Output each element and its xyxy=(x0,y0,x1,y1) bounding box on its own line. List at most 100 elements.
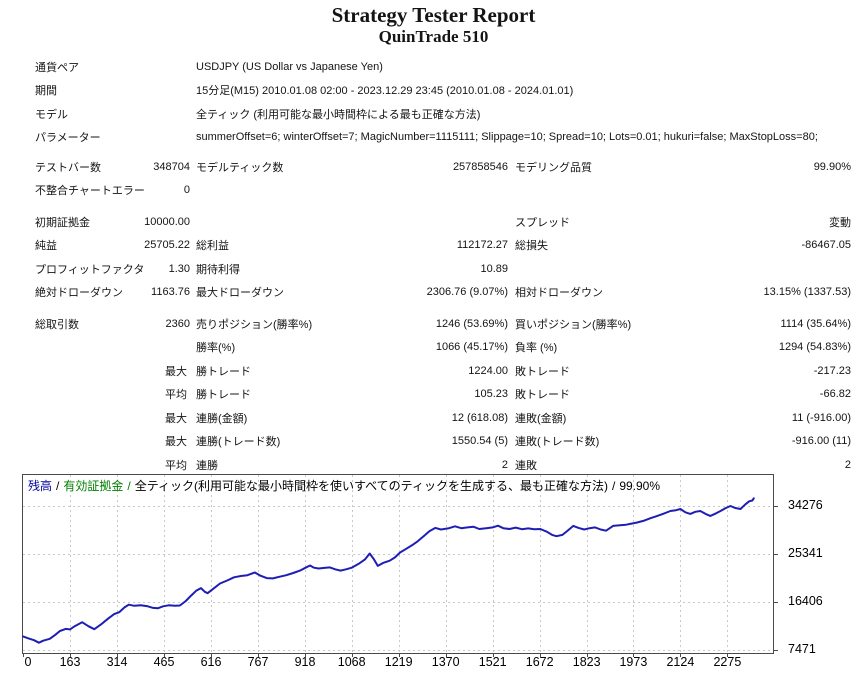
balance-curve xyxy=(22,497,755,644)
legend-separator: / xyxy=(56,479,60,493)
row-label: パラメーター xyxy=(35,132,101,145)
row-label: 不整合チャートエラー xyxy=(35,185,145,198)
row-label: 絶対ドローダウン xyxy=(35,287,123,300)
row-value: 2306.76 (9.07%) xyxy=(426,286,508,299)
row-value: 11 (-916.00) xyxy=(791,411,851,424)
row-value: 25705.22 xyxy=(144,239,190,252)
table-row: 絶対ドローダウン 1163.76 最大ドローダウン 2306.76 (9.07%) 相対… xyxy=(0,281,867,305)
row-spacer xyxy=(0,202,867,210)
x-axis-tick-label: 2124 xyxy=(666,655,695,669)
legend-quality-value: 99.90% xyxy=(619,479,661,493)
row-label: 連敗(金額) xyxy=(515,412,567,425)
row-value: 257858546 xyxy=(452,160,508,173)
row-label: スプレッド xyxy=(515,216,570,229)
row-label: 純益 xyxy=(35,240,57,253)
row-value: 12 (618.08) xyxy=(451,411,508,424)
row-label: 総利益 xyxy=(196,240,229,253)
table-row: プロフィットファクタ 1.30 期待利得 10.89 xyxy=(0,257,867,281)
x-axis-tick-label: 1672 xyxy=(525,655,554,669)
row-label: 期待利得 xyxy=(196,263,240,276)
report-title: Strategy Tester Report xyxy=(331,3,536,27)
table-row: 勝率(%) 1066 (45.17%) 負率 (%) 1294 (54.83%) xyxy=(0,336,867,360)
legend-balance-label: 残高 xyxy=(28,479,53,493)
row-label: 勝トレード xyxy=(196,365,251,378)
table-row: 最大 連勝(トレード数) 1550.54 (5) 連敗(トレード数) -916.00 (… xyxy=(0,430,867,454)
row-value: 1114 (35.64%) xyxy=(780,317,851,330)
row-label: 敗トレード xyxy=(515,365,570,378)
table-row: パラメーター summerOffset=6; winterOffset=7; Ma… xyxy=(0,126,867,150)
row-value: 10.89 xyxy=(480,262,508,275)
x-axis-tick-label: 616 xyxy=(200,655,222,669)
row-value: 348704 xyxy=(153,160,190,173)
row-value: 1294 (54.83%) xyxy=(778,341,851,354)
row-label: 連敗(トレード数) xyxy=(515,436,600,449)
row-label: 連勝(トレード数) xyxy=(196,436,281,449)
row-sub-label: 最大 xyxy=(165,436,187,449)
row-label: 売りポジション(勝率%) xyxy=(196,318,313,331)
y-axis-tick-label: 16406 xyxy=(788,594,823,608)
balance-chart: 残高 / 有効証拠金 / 全ティック(利用可能な最小時間枠を使いすべてのティックを生成す… xyxy=(22,474,778,657)
row-value: 99.90% xyxy=(813,160,851,173)
table-row: モデル 全ティック (利用可能な最小時間枠による最も正確な方法) xyxy=(0,102,867,126)
row-value: 0 xyxy=(183,184,190,197)
row-sub-label: 平均 xyxy=(165,389,187,402)
row-sub-label: 平均 xyxy=(165,459,187,472)
row-label: 通貨ペア xyxy=(35,61,79,74)
table-row: 平均 勝トレード 105.23 敗トレード -66.82 xyxy=(0,383,867,407)
legend-model-label: 全ティック(利用可能な最小時間枠を使いすべてのティックを生成する、最も正確な方法… xyxy=(134,479,608,493)
report-table: 通貨ペア USDJPY (US Dollar vs Japanese Yen) 期間… xyxy=(0,55,867,477)
chart-legend: 残高 / 有効証拠金 / 全ティック(利用可能な最小時間枠を使いすべてのティックを生成す… xyxy=(28,477,660,494)
row-label: 連勝 xyxy=(196,459,218,472)
legend-separator: / xyxy=(127,479,131,493)
table-row: 最大 連勝(金額) 12 (618.08) 連敗(金額) 11 (-916.00) xyxy=(0,406,867,430)
row-value: 1246 (53.69%) xyxy=(435,317,508,330)
x-axis-tick-label: 1068 xyxy=(337,655,366,669)
x-axis-tick-label: 1370 xyxy=(431,655,460,669)
table-row: 通貨ペア USDJPY (US Dollar vs Japanese Yen) xyxy=(0,55,867,79)
row-label: モデル xyxy=(35,108,68,121)
report-subtitle: QuinTrade 510 xyxy=(378,27,489,46)
row-spacer xyxy=(0,304,867,312)
row-label: モデルティック数 xyxy=(196,161,284,174)
x-axis-tick-label: 163 xyxy=(59,655,81,669)
row-label: 全ティック (利用可能な最小時間枠による最も正確な方法) xyxy=(196,108,481,121)
row-label: 連敗 xyxy=(515,459,537,472)
x-axis-tick-label: 1823 xyxy=(572,655,601,669)
table-row: 不整合チャートエラー 0 xyxy=(0,179,867,203)
row-label: 最大ドローダウン xyxy=(196,287,284,300)
row-value: 10000.00 xyxy=(144,215,190,228)
balance-curve-plot xyxy=(22,475,778,657)
table-row: 平均 連勝 2 連敗 2 xyxy=(0,453,867,477)
row-value: 105.23 xyxy=(474,388,508,401)
row-label: プロフィットファクタ xyxy=(35,263,145,276)
row-label: summerOffset=6; winterOffset=7; MagicNum… xyxy=(196,131,818,144)
row-label: モデリング品質 xyxy=(515,161,592,174)
row-value: -66.82 xyxy=(819,388,851,401)
row-label: テストバー数 xyxy=(35,161,101,174)
table-row: 期間 15分足(M15) 2010.01.08 02:00 - 2023.12.2… xyxy=(0,79,867,103)
y-axis-tick-label: 34276 xyxy=(788,498,823,512)
x-axis-tick-label: 1219 xyxy=(384,655,413,669)
row-sub-label: 最大 xyxy=(165,412,187,425)
x-axis-tick-label: 918 xyxy=(294,655,316,669)
y-axis-tick-label: 25341 xyxy=(788,546,823,560)
row-value: 1550.54 (5) xyxy=(451,435,508,448)
x-axis-tick-label: 1521 xyxy=(478,655,507,669)
row-value: 1066 (45.17%) xyxy=(435,341,508,354)
row-label: 買いポジション(勝率%) xyxy=(515,318,632,331)
row-label: 期間 xyxy=(35,85,57,98)
row-label: 負率 (%) xyxy=(515,342,558,355)
row-label: USDJPY (US Dollar vs Japanese Yen) xyxy=(196,60,383,73)
table-row: テストバー数 348704 モデルティック数 257858546 モデリング品質 99.9… xyxy=(0,155,867,179)
legend-separator: / xyxy=(611,479,616,493)
legend-equity-label: 有効証拠金 xyxy=(63,479,124,493)
row-label: 初期証拠金 xyxy=(35,216,90,229)
x-axis-tick-label: 2275 xyxy=(713,655,742,669)
row-label: 総損失 xyxy=(515,240,548,253)
row-value: 1163.76 xyxy=(151,286,190,299)
row-label: 相対ドローダウン xyxy=(515,287,603,300)
x-axis-tick-label: 1973 xyxy=(619,655,648,669)
row-value: 112172.27 xyxy=(456,239,508,252)
row-value: 2360 xyxy=(165,317,190,330)
